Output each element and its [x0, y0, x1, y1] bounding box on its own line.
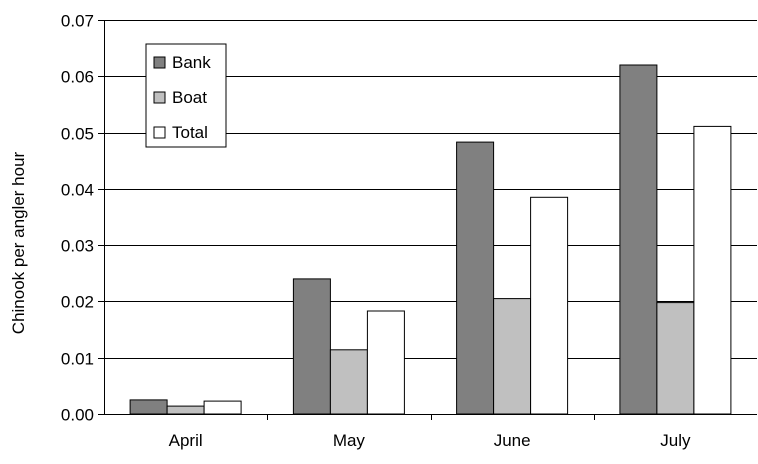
axes: 0.00 0.01 0.02 0.03 0.04 0.05 0.06 0.07 April May… — [61, 12, 757, 450]
bar-bank-may — [292, 278, 331, 415]
legend-label-total: Total — [172, 123, 208, 142]
bar-total-april — [203, 400, 242, 415]
bar-bank-june — [456, 141, 495, 415]
bar-total-july — [693, 125, 732, 415]
x-tick-label: April — [169, 431, 203, 450]
y-tick-label: 0.05 — [61, 125, 94, 144]
legend: Bank Boat Total — [145, 43, 227, 148]
bar-boat-june — [493, 298, 532, 415]
bars — [129, 64, 732, 415]
y-tick-label: 0.07 — [61, 12, 94, 31]
bar-bank-april — [129, 399, 168, 415]
x-tick-label: July — [660, 431, 691, 450]
legend-swatch-total — [153, 126, 166, 139]
legend-swatch-boat — [153, 91, 166, 104]
bar-boat-april — [166, 405, 205, 415]
bar-boat-may — [329, 349, 368, 415]
bar-boat-july — [656, 302, 695, 415]
x-tick-label: June — [494, 431, 531, 450]
bar-total-may — [366, 310, 405, 415]
y-tick-label: 0.02 — [61, 293, 94, 312]
y-tick-label: 0.06 — [61, 68, 94, 87]
legend-label-bank: Bank — [172, 53, 211, 72]
y-tick-label: 0.04 — [61, 181, 94, 200]
y-tick-label: 0.00 — [61, 406, 94, 425]
legend-label-boat: Boat — [172, 88, 207, 107]
y-tick-label: 0.01 — [61, 350, 94, 369]
x-tick-label: May — [333, 431, 366, 450]
y-tick-label: 0.03 — [61, 237, 94, 256]
bar-total-june — [530, 196, 569, 415]
y-axis-title: Chinook per angler hour — [9, 151, 28, 334]
legend-swatch-bank — [153, 56, 166, 69]
bar-bank-july — [619, 64, 658, 415]
